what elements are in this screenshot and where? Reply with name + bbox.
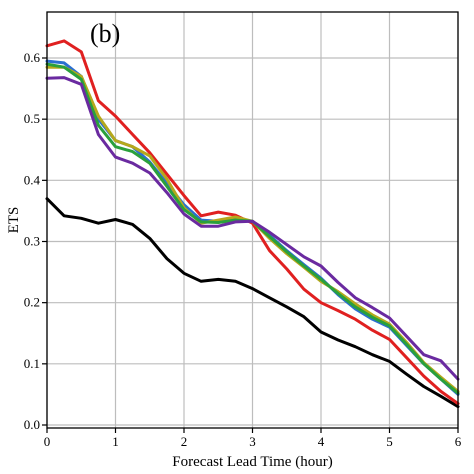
series-lines <box>45 39 460 409</box>
x-axis-label: Forecast Lead Time (hour) <box>172 454 332 470</box>
axis-ticks: 0 1 2 3 4 5 6 0.0 0.1 0.2 0.3 0.4 0.5 0.6 <box>24 50 462 449</box>
x-tick-label: 2 <box>181 434 188 449</box>
y-tick-label: 0.6 <box>24 50 41 65</box>
y-tick-label: 0.5 <box>24 111 40 126</box>
x-tick-label: 4 <box>318 434 325 449</box>
panel-label: (b) <box>90 19 120 48</box>
x-tick-label: 6 <box>455 434 462 449</box>
y-tick-label: 0.3 <box>24 234 40 249</box>
series-line-6 <box>45 76 460 381</box>
x-tick-label: 0 <box>44 434 51 449</box>
y-axis-label: ETS <box>6 207 22 234</box>
grid <box>46 12 459 428</box>
x-tick-label: 3 <box>249 434 256 449</box>
series-line-1 <box>45 197 460 409</box>
x-tick-label: 5 <box>386 434 393 449</box>
y-tick-label: 0.1 <box>24 356 40 371</box>
y-tick-label: 0.2 <box>24 295 40 310</box>
y-tick-label: 0.0 <box>24 417 40 432</box>
y-tick-label: 0.4 <box>24 172 41 187</box>
x-tick-label: 1 <box>112 434 119 449</box>
